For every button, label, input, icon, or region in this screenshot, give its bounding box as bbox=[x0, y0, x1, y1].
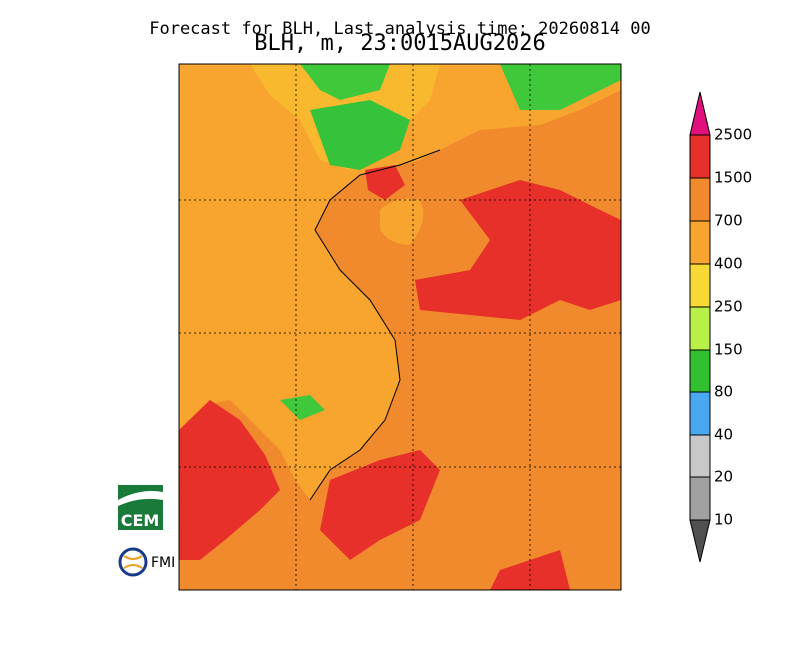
land bbox=[179, 64, 621, 500]
colorbar-segment bbox=[689, 349, 711, 393]
colorbar: 2500 1500 700 400 250 150 80 40 20 10 bbox=[689, 91, 752, 563]
map bbox=[178, 63, 622, 591]
map-title: Forecast for BLH, Last analysis time: 20… bbox=[149, 19, 651, 39]
green-area bbox=[280, 395, 325, 420]
island bbox=[380, 198, 424, 245]
coastline bbox=[309, 149, 441, 501]
colorbar-label: 150 bbox=[714, 341, 743, 359]
red-area bbox=[320, 450, 440, 560]
colorbar-segment bbox=[689, 306, 711, 351]
colorbar-label: 10 bbox=[714, 511, 733, 529]
logo-text: CEM bbox=[121, 511, 160, 530]
colorbar-segment bbox=[689, 434, 711, 478]
map-frame bbox=[178, 63, 622, 591]
logo-fmi: FMI bbox=[118, 547, 175, 577]
colorbar-segment bbox=[689, 263, 711, 308]
colorbar-segment bbox=[689, 476, 711, 521]
colorbar-label: 700 bbox=[714, 212, 743, 230]
colorbar-label: 250 bbox=[714, 298, 743, 316]
logo-text: FMI bbox=[151, 555, 175, 571]
colorbar-bottom bbox=[689, 519, 711, 563]
red-area bbox=[179, 400, 280, 560]
logo-lines bbox=[123, 555, 143, 569]
map-subtitle: BLH, m, 23:0015AUG2026 bbox=[254, 31, 545, 56]
green-area bbox=[310, 100, 410, 170]
logo-cem: CEM bbox=[118, 485, 163, 530]
colorbar-segment bbox=[689, 220, 711, 265]
colorbar-segment bbox=[689, 134, 711, 179]
colorbar-label: 80 bbox=[714, 383, 733, 401]
colorbar-label: 400 bbox=[714, 255, 743, 273]
logo-swoosh bbox=[118, 491, 163, 506]
colorbar-label: 40 bbox=[714, 426, 733, 444]
colorbar-label: 2500 bbox=[714, 126, 752, 144]
red-area bbox=[415, 180, 621, 320]
graticule bbox=[179, 64, 621, 590]
colorbar-label: 1500 bbox=[714, 169, 752, 187]
colorbar-label: 20 bbox=[714, 468, 733, 486]
green-area bbox=[300, 64, 390, 100]
colorbar-segment bbox=[689, 177, 711, 222]
colorbar-segment bbox=[689, 391, 711, 436]
logo-globe bbox=[118, 547, 148, 577]
red-area bbox=[365, 165, 405, 200]
